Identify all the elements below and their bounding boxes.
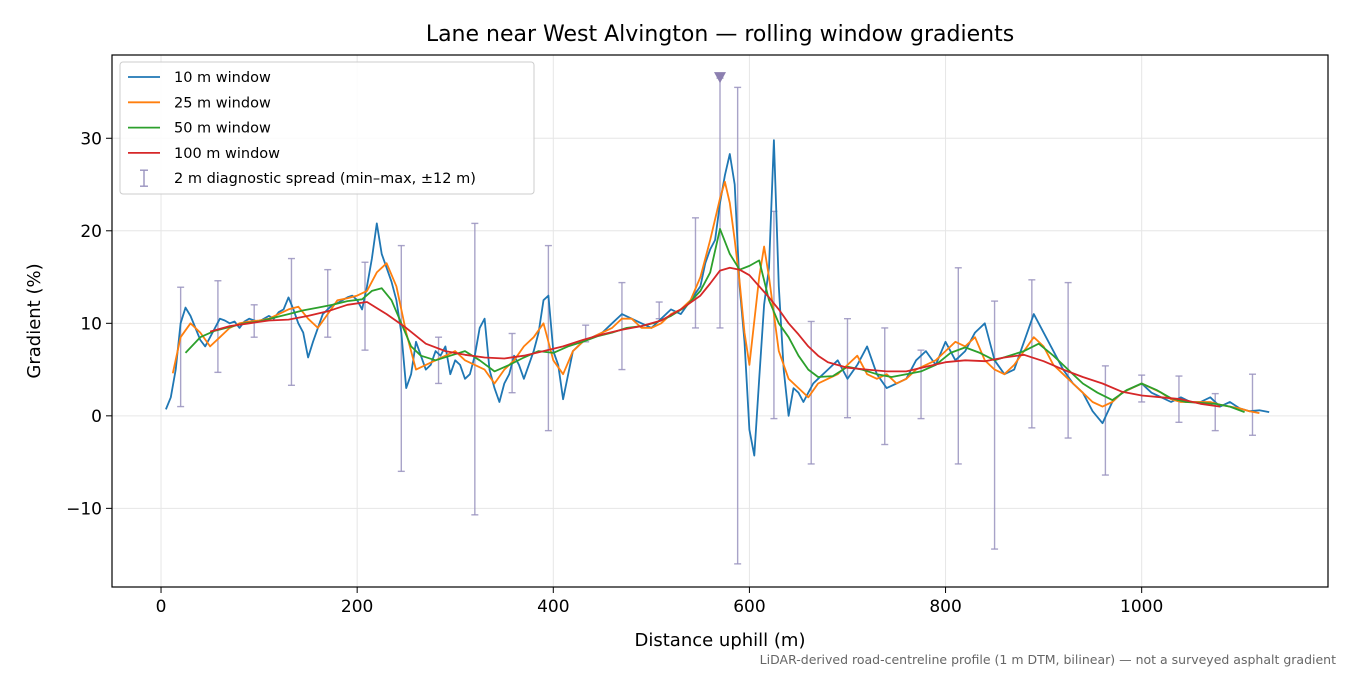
legend-label: 50 m window xyxy=(174,121,271,137)
error-bar xyxy=(1138,374,1146,403)
legend: 10 m window 25 m window 50 m window 100 m w… xyxy=(119,61,535,195)
series-line-25-m-window xyxy=(171,180,1260,414)
error-bar xyxy=(691,217,699,329)
legend-label: 10 m window xyxy=(174,70,271,86)
x-tick-label: 0 xyxy=(156,597,167,617)
peak-marker xyxy=(714,72,726,84)
error-bar xyxy=(1248,373,1256,436)
footnote: LiDAR-derived road-centreline profile (1… xyxy=(760,652,1336,667)
y-tick-label: 10 xyxy=(80,314,102,334)
error-bar xyxy=(324,268,332,338)
error-bar xyxy=(471,222,479,516)
error-bar xyxy=(177,286,185,408)
x-axis-label: Distance uphill (m) xyxy=(635,630,806,651)
plot-area xyxy=(165,72,1270,565)
y-tick-label: 30 xyxy=(80,129,102,149)
error-bar xyxy=(1211,392,1219,432)
error-bar xyxy=(954,267,962,465)
legend-label: 100 m window xyxy=(174,146,280,162)
y-axis-label: Gradient (%) xyxy=(24,263,45,378)
x-tick-label: 400 xyxy=(537,597,569,617)
x-tick-label: 800 xyxy=(929,597,961,617)
error-bar xyxy=(397,244,405,473)
y-tick-label: 0 xyxy=(91,407,102,427)
legend-label: 25 m window xyxy=(174,95,271,111)
y-tick-label: 20 xyxy=(80,222,102,242)
legend-label: 2 m diagnostic spread (min–max, ±12 m) xyxy=(174,171,476,187)
error-bar xyxy=(361,261,369,351)
series-line-50-m-window xyxy=(184,227,1245,413)
error-bar xyxy=(287,257,295,387)
error-bar xyxy=(1028,279,1036,429)
error-bar xyxy=(214,280,222,374)
x-tick-label: 1000 xyxy=(1120,597,1163,617)
y-tick-label: −10 xyxy=(66,499,102,519)
error-bar xyxy=(917,349,925,420)
series-line-100-m-window xyxy=(209,266,1221,408)
error-bar xyxy=(544,244,552,432)
x-tick-label: 600 xyxy=(733,597,765,617)
error-bar xyxy=(435,336,443,385)
error-bar xyxy=(734,86,742,565)
axes-frame xyxy=(111,54,1329,588)
legend-box xyxy=(119,61,535,195)
error-bar xyxy=(618,281,626,371)
error-bar xyxy=(991,300,999,550)
chart-title: Lane near West Alvington — rolling windo… xyxy=(426,22,1014,47)
axis-ticks: 0 200 400 600 800 1000 −10 0 10 20 30 xyxy=(66,129,1163,617)
error-bar xyxy=(1064,281,1072,439)
x-tick-label: 200 xyxy=(341,597,373,617)
